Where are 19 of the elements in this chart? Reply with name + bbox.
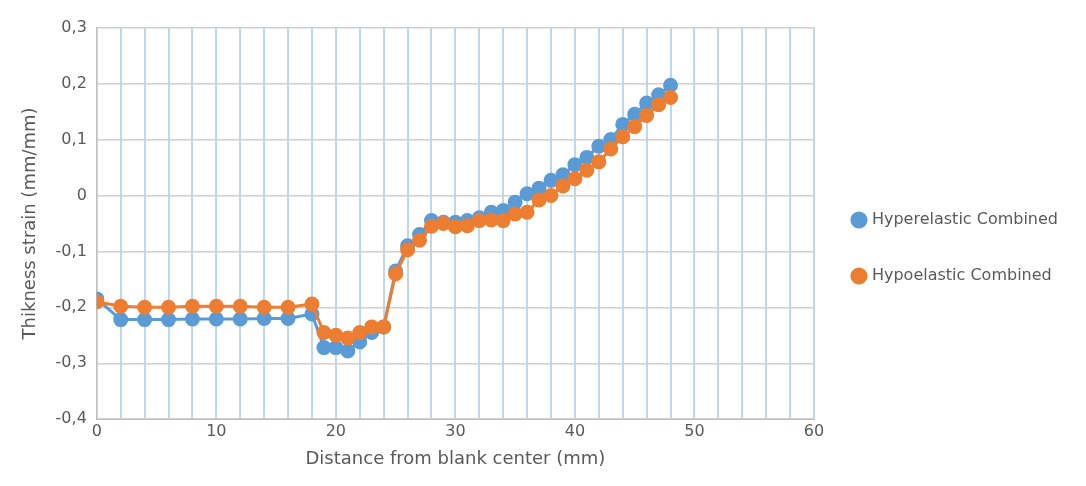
x-axis-title: Distance from blank center (mm) xyxy=(305,446,606,468)
y-tick-label: 0,1 xyxy=(61,128,87,148)
y-tick-label: -0,3 xyxy=(55,352,87,372)
x-tick-label: 50 xyxy=(684,420,705,440)
legend-label: Hyperelastic Combined xyxy=(871,209,1058,229)
y-tick-label: -0,4 xyxy=(55,408,87,428)
x-tick-label: 60 xyxy=(803,420,825,440)
x-tick-label: 0 xyxy=(91,420,102,440)
y-axis-title: Thikness strain (mm/mm) xyxy=(18,107,40,341)
y-tick-label: 0,2 xyxy=(61,72,87,92)
x-tick-label: 30 xyxy=(445,420,466,440)
y-tick-label: -0,2 xyxy=(55,296,87,316)
x-tick-label: 40 xyxy=(564,420,586,440)
y-tick-label: 0,3 xyxy=(61,16,87,36)
x-tick-label: 20 xyxy=(325,420,347,440)
y-tick-label: -0,1 xyxy=(55,240,87,260)
y-tick-label: 0 xyxy=(76,184,87,204)
x-tick-label: 10 xyxy=(206,420,227,440)
legend-label: Hypoelastic Combined xyxy=(871,265,1052,285)
